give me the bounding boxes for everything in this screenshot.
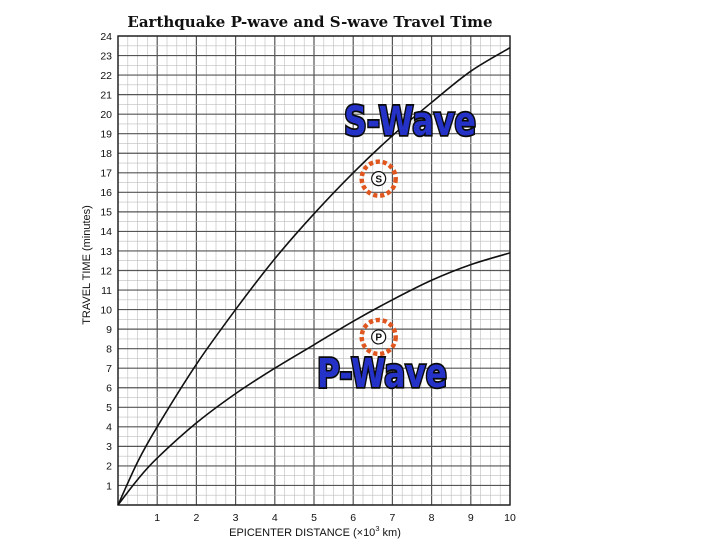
y-axis-label: TRAVEL TIME (minutes) — [81, 205, 93, 325]
p-marker-ring — [359, 317, 398, 357]
y-tick-label: 2 — [106, 461, 112, 473]
y-tick-label: 1 — [106, 480, 112, 492]
y-tick-label: 24 — [100, 31, 112, 43]
x-tick-label: 3 — [233, 512, 239, 524]
s-marker-ring — [359, 159, 398, 198]
y-tick-label: 21 — [100, 89, 112, 101]
x-tick-label: 5 — [311, 512, 317, 524]
y-tick-label: 23 — [100, 50, 112, 62]
y-tick-label: 8 — [106, 343, 112, 355]
x-tick-label: 7 — [389, 512, 395, 524]
chart-title: Earthquake P-wave and S-wave Travel Time — [127, 13, 492, 31]
y-tick-label: 10 — [100, 304, 112, 316]
grid — [117, 35, 511, 506]
x-tick-label: 1 — [154, 512, 160, 524]
x-axis-label-unit: km) — [379, 527, 400, 539]
y-tick-label: 18 — [100, 148, 112, 160]
p-wave-curve — [117, 252, 511, 506]
x-tick-label: 4 — [272, 512, 278, 524]
y-tick-label: 22 — [100, 70, 112, 82]
s-wave-label: S-Wave — [344, 99, 476, 145]
s-wave-curve — [117, 47, 511, 506]
x-tick-label: 10 — [504, 512, 516, 524]
y-tick-label: 3 — [106, 441, 112, 453]
x-axis-label: EPICENTER DISTANCE (×103 km) — [229, 524, 401, 539]
x-axis-label-exponent: 3 — [375, 524, 379, 533]
markers: SP — [359, 159, 398, 357]
plot-border — [117, 35, 511, 506]
x-tick-label: 8 — [429, 512, 435, 524]
y-tick-label: 20 — [100, 109, 112, 121]
x-axis-label-main: EPICENTER DISTANCE (×10 — [229, 527, 375, 539]
x-tick-label: 6 — [350, 512, 356, 524]
s-marker-badge — [371, 171, 387, 187]
y-tick-label: 19 — [100, 129, 112, 141]
y-tick-label: 12 — [100, 265, 112, 277]
y-tick-label: 4 — [106, 422, 112, 434]
y-tick-label: 6 — [106, 383, 112, 395]
y-tick-label: 11 — [101, 285, 112, 297]
p-wave-label: P-Wave — [317, 351, 447, 397]
y-tick-label: 16 — [100, 187, 112, 199]
tick-labels: 1234567891011121314151617181920212223241… — [100, 31, 516, 524]
s-marker-letter: S — [375, 174, 382, 185]
y-tick-label: 7 — [106, 363, 112, 375]
y-tick-label: 5 — [106, 402, 112, 414]
y-tick-label: 15 — [100, 207, 112, 219]
curves — [117, 47, 511, 506]
y-tick-label: 17 — [100, 168, 112, 180]
x-tick-label: 2 — [193, 512, 199, 524]
p-marker-badge — [371, 329, 387, 345]
y-tick-label: 14 — [100, 226, 112, 238]
y-tick-label: 13 — [100, 246, 112, 258]
y-tick-label: 9 — [106, 324, 112, 336]
p-marker-letter: P — [375, 333, 382, 344]
x-tick-label: 9 — [468, 512, 474, 524]
